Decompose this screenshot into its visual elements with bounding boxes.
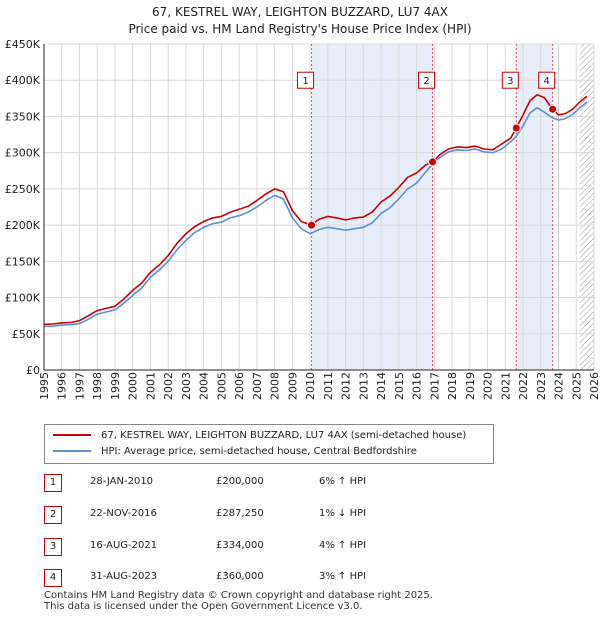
sale-marker-label: 2: [423, 76, 429, 87]
sale-price: £200,000: [216, 476, 264, 487]
y-tick-label: £300K: [5, 147, 41, 160]
sale-row: 4 31-AUG-2023 £360,000 3% ↑ HPI: [44, 569, 464, 589]
ownership-shade: [516, 44, 553, 370]
sale-badge: 1: [44, 474, 62, 492]
ownership-shade: [311, 44, 433, 370]
x-tick-label: 1996: [56, 372, 69, 400]
sale-marker-box: [418, 71, 436, 89]
sale-point: [428, 157, 438, 167]
chart-legend: 67, KESTREL WAY, LEIGHTON BUZZARD, LU7 4…: [44, 424, 494, 464]
y-tick-label: £250K: [5, 183, 41, 196]
sale-price: £334,000: [216, 540, 264, 551]
footer-line2: This data is licensed under the Open Gov…: [44, 601, 363, 612]
legend-swatch-hpi: [53, 450, 91, 452]
x-tick-label: 2023: [535, 372, 548, 400]
x-tick-label: 2003: [180, 372, 193, 400]
x-tick-label: 2020: [482, 372, 495, 400]
x-tick-label: 2014: [375, 372, 388, 400]
y-tick-label: £50K: [12, 328, 41, 341]
sale-row: 1 28-JAN-2010 £200,000 6% ↑ HPI: [44, 474, 464, 494]
sale-badge: 4: [44, 569, 62, 587]
sale-row: 2 22-NOV-2016 £287,250 1% ↓ HPI: [44, 506, 464, 526]
x-tick-label: 2008: [269, 372, 282, 400]
sale-point: [511, 123, 521, 133]
x-tick-label: 2017: [428, 372, 441, 400]
sale-marker-label: 3: [507, 76, 513, 87]
x-tick-label: 2005: [215, 372, 228, 400]
x-tick-label: 1997: [73, 372, 86, 400]
sale-point: [548, 104, 558, 114]
hpi-line: [43, 101, 588, 328]
sale-hpi-change: 4% ↑ HPI: [319, 540, 367, 551]
x-tick-label: 2013: [357, 372, 370, 400]
y-tick-label: £450K: [5, 38, 41, 51]
x-tick-label: 2002: [162, 372, 175, 400]
sale-point: [307, 220, 317, 230]
sale-marker-box: [501, 71, 519, 89]
sale-row: 3 16-AUG-2021 £334,000 4% ↑ HPI: [44, 538, 464, 558]
x-tick-label: 2001: [144, 372, 157, 400]
x-tick-label: 2009: [286, 372, 299, 400]
y-tick-label: £0: [26, 364, 40, 377]
price-chart: 1 2 3 4 £0 £50K £100K £150K £200K £250K £300K £350…: [5, 38, 600, 400]
sale-marker-label: 4: [543, 76, 549, 87]
x-tick-label: 2026: [588, 372, 600, 400]
legend-item-hpi: HPI: Average price, semi-detached house,…: [53, 444, 417, 460]
sale-badge: 3: [44, 538, 62, 556]
legend-label-property: 67, KESTREL WAY, LEIGHTON BUZZARD, LU7 4…: [101, 430, 467, 441]
x-tick-label: 2021: [499, 372, 512, 400]
x-tick-label: 2004: [198, 372, 211, 400]
y-tick-label: £150K: [5, 255, 41, 268]
x-tick-label: 2018: [446, 372, 459, 400]
x-tick-label: 2011: [322, 372, 335, 400]
x-tick-label: 2007: [251, 372, 264, 400]
x-tick-label: 2012: [340, 372, 353, 400]
y-tick-label: £200K: [5, 219, 41, 232]
y-tick-label: £350K: [5, 110, 41, 123]
sale-marker-box: [538, 71, 556, 89]
x-tick-label: 2024: [553, 372, 566, 400]
sale-date: 16-AUG-2021: [90, 540, 158, 551]
sale-price: £287,250: [216, 508, 264, 519]
x-tick-label: 2015: [393, 372, 406, 400]
x-tick-label: 2022: [517, 372, 530, 400]
x-tick-label: 2000: [127, 372, 140, 400]
legend-item-property: 67, KESTREL WAY, LEIGHTON BUZZARD, LU7 4…: [53, 428, 466, 444]
x-tick-label: 2025: [570, 372, 583, 400]
footer-line1: Contains HM Land Registry data © Crown c…: [44, 590, 433, 601]
sale-marker-label: 1: [302, 76, 308, 87]
sale-date: 31-AUG-2023: [90, 571, 158, 582]
y-tick-label: £100K: [5, 292, 41, 305]
sale-date: 22-NOV-2016: [90, 508, 157, 519]
x-tick-label: 2016: [411, 372, 424, 400]
y-tick-label: £400K: [5, 74, 41, 87]
sale-hpi-change: 6% ↑ HPI: [319, 476, 367, 487]
x-tick-label: 2010: [304, 372, 317, 400]
x-tick-label: 1995: [38, 372, 51, 400]
chart-title-line2: Price paid vs. HM Land Registry's House …: [128, 22, 472, 36]
x-tick-label: 1998: [91, 372, 104, 400]
legend-swatch-property: [53, 434, 91, 436]
property-price-line: [43, 93, 588, 326]
legend-label-hpi: HPI: Average price, semi-detached house,…: [101, 446, 417, 457]
x-tick-label: 2006: [233, 372, 246, 400]
sale-hpi-change: 3% ↑ HPI: [319, 571, 367, 582]
chart-title-line1: 67, KESTREL WAY, LEIGHTON BUZZARD, LU7 4…: [152, 5, 448, 19]
sale-marker-box: [297, 71, 315, 89]
x-tick-label: 2019: [464, 372, 477, 400]
x-tick-label: 1999: [109, 372, 122, 400]
sale-hpi-change: 1% ↓ HPI: [319, 508, 367, 519]
sale-date: 28-JAN-2010: [90, 476, 154, 487]
footer-attribution: Contains HM Land Registry data © Crown c…: [44, 590, 433, 612]
forecast-hatch: [579, 44, 594, 370]
sale-badge: 2: [44, 506, 62, 524]
sale-price: £360,000: [216, 571, 264, 582]
chart-title: 67, KESTREL WAY, LEIGHTON BUZZARD, LU7 4…: [0, 4, 600, 38]
